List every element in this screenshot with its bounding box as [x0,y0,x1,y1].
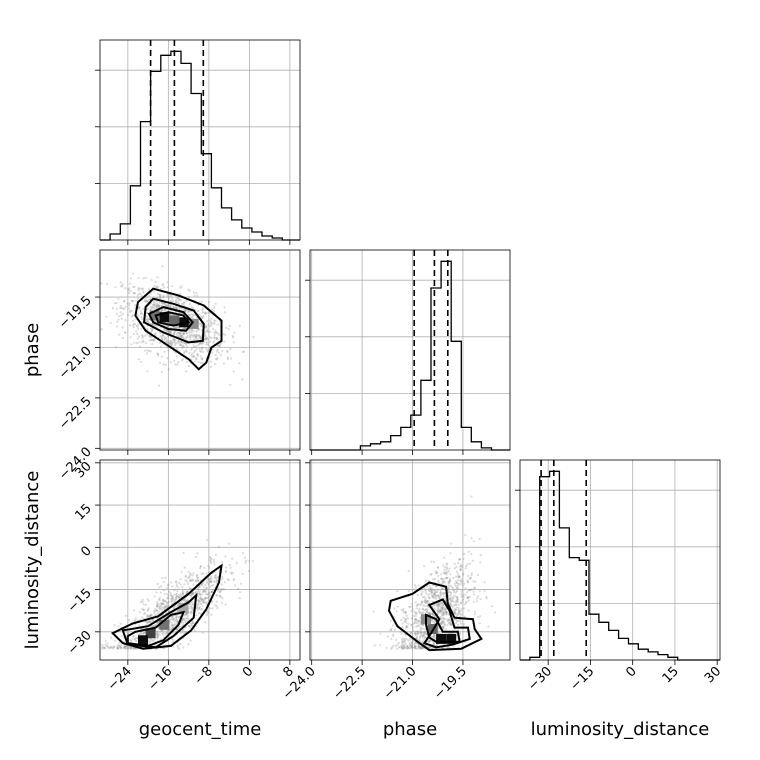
density-cell-6 [138,635,148,646]
density-cell-0 [159,312,170,323]
contour-layer [110,287,483,652]
x-tick-label-phase-1: −22.5 [330,664,369,703]
x-tick-label-luminosity-distance-2: 0 [623,664,639,680]
panel-frame-0-0 [99,39,301,241]
y-tick-label-luminosity-distance-2: 0 [78,544,94,560]
density-cell-8 [178,602,189,613]
contour-luminosity-distance-vs-geocent-time-0 [126,610,186,647]
x-tick-label-geocent-time-2: −8 [192,664,216,688]
x-tick-label-phase-2: −21.0 [381,664,420,703]
y-tick-label-phase-2: −21.0 [56,344,95,383]
contour-luminosity-distance-vs-geocent-time-1 [121,592,198,649]
panel-frame-1-1 [309,249,511,451]
grid-1-0 [100,250,300,450]
frame-layer [99,39,721,661]
y-tick-label-phase-1: −22.5 [56,394,95,433]
y-tick-label-phase-3: −19.5 [56,293,95,332]
x-tick-label-luminosity-distance-3: 15 [660,664,682,686]
contour-luminosity-distance-vs-geocent-time-2 [110,563,223,650]
x-tick-label-phase-3: −19.5 [431,664,470,703]
x-tick-label-luminosity-distance-4: 30 [702,664,724,686]
contour-luminosity-distance-vs-phase-1 [422,598,471,649]
x-tick-label-luminosity-distance-0: −30 [525,664,555,694]
x-tick-label-geocent-time-3: 0 [240,664,256,680]
scatter-phase-vs-geocent-time [100,265,255,387]
density-cell-4 [188,318,199,329]
panel-frame-2-1 [309,459,511,661]
contour-luminosity-distance-vs-phase-2 [387,581,483,652]
x-tick-label-luminosity-distance-1: −15 [567,664,597,694]
x-axis-label-phase: phase [383,719,437,740]
grid-1-1 [310,250,510,450]
grid-2-0 [100,460,300,660]
contour-luminosity-distance-vs-phase-0 [425,613,461,643]
histogram-luminosity-distance [520,470,720,661]
density-cell-7 [159,619,170,630]
y-axis-label-luminosity-distance: luminosity_distance [22,471,43,650]
panel-frame-2-2 [519,459,721,661]
histogram-phase [310,260,510,451]
x-tick-label-geocent-time-0: −24 [105,664,135,694]
histogram-geocent-time [100,50,300,241]
y-tick-label-luminosity-distance-3: 15 [73,501,95,523]
panel-frame-1-0 [99,249,301,451]
contour-phase-vs-geocent-time-0 [143,297,205,344]
x-tick-label-geocent-time-1: −16 [145,664,175,694]
y-axis-label-phase: phase [22,323,43,377]
y-tick-label-luminosity-distance-1: −15 [65,586,95,616]
grid-2-1 [310,460,510,660]
grid-2-2 [520,460,720,660]
y-tick-label-luminosity-distance-0: −30 [65,628,95,658]
contour-phase-vs-geocent-time-3 [134,287,223,371]
grid-0-0 [100,40,300,240]
density-cell-9 [436,633,447,644]
histogram-layer [100,40,720,661]
density-cell-2 [169,315,180,326]
x-axis-label-geocent-time: geocent_time [139,719,262,740]
density-cell-10 [446,633,457,644]
panel-frame-2-0 [99,459,301,661]
grid-layer [100,40,720,660]
x-axis-label-luminosity-distance: luminosity_distance [531,719,710,740]
density-cell-5 [145,628,156,639]
contour-phase-vs-geocent-time-2 [154,311,191,327]
contour-phase-vs-geocent-time-1 [147,306,195,332]
